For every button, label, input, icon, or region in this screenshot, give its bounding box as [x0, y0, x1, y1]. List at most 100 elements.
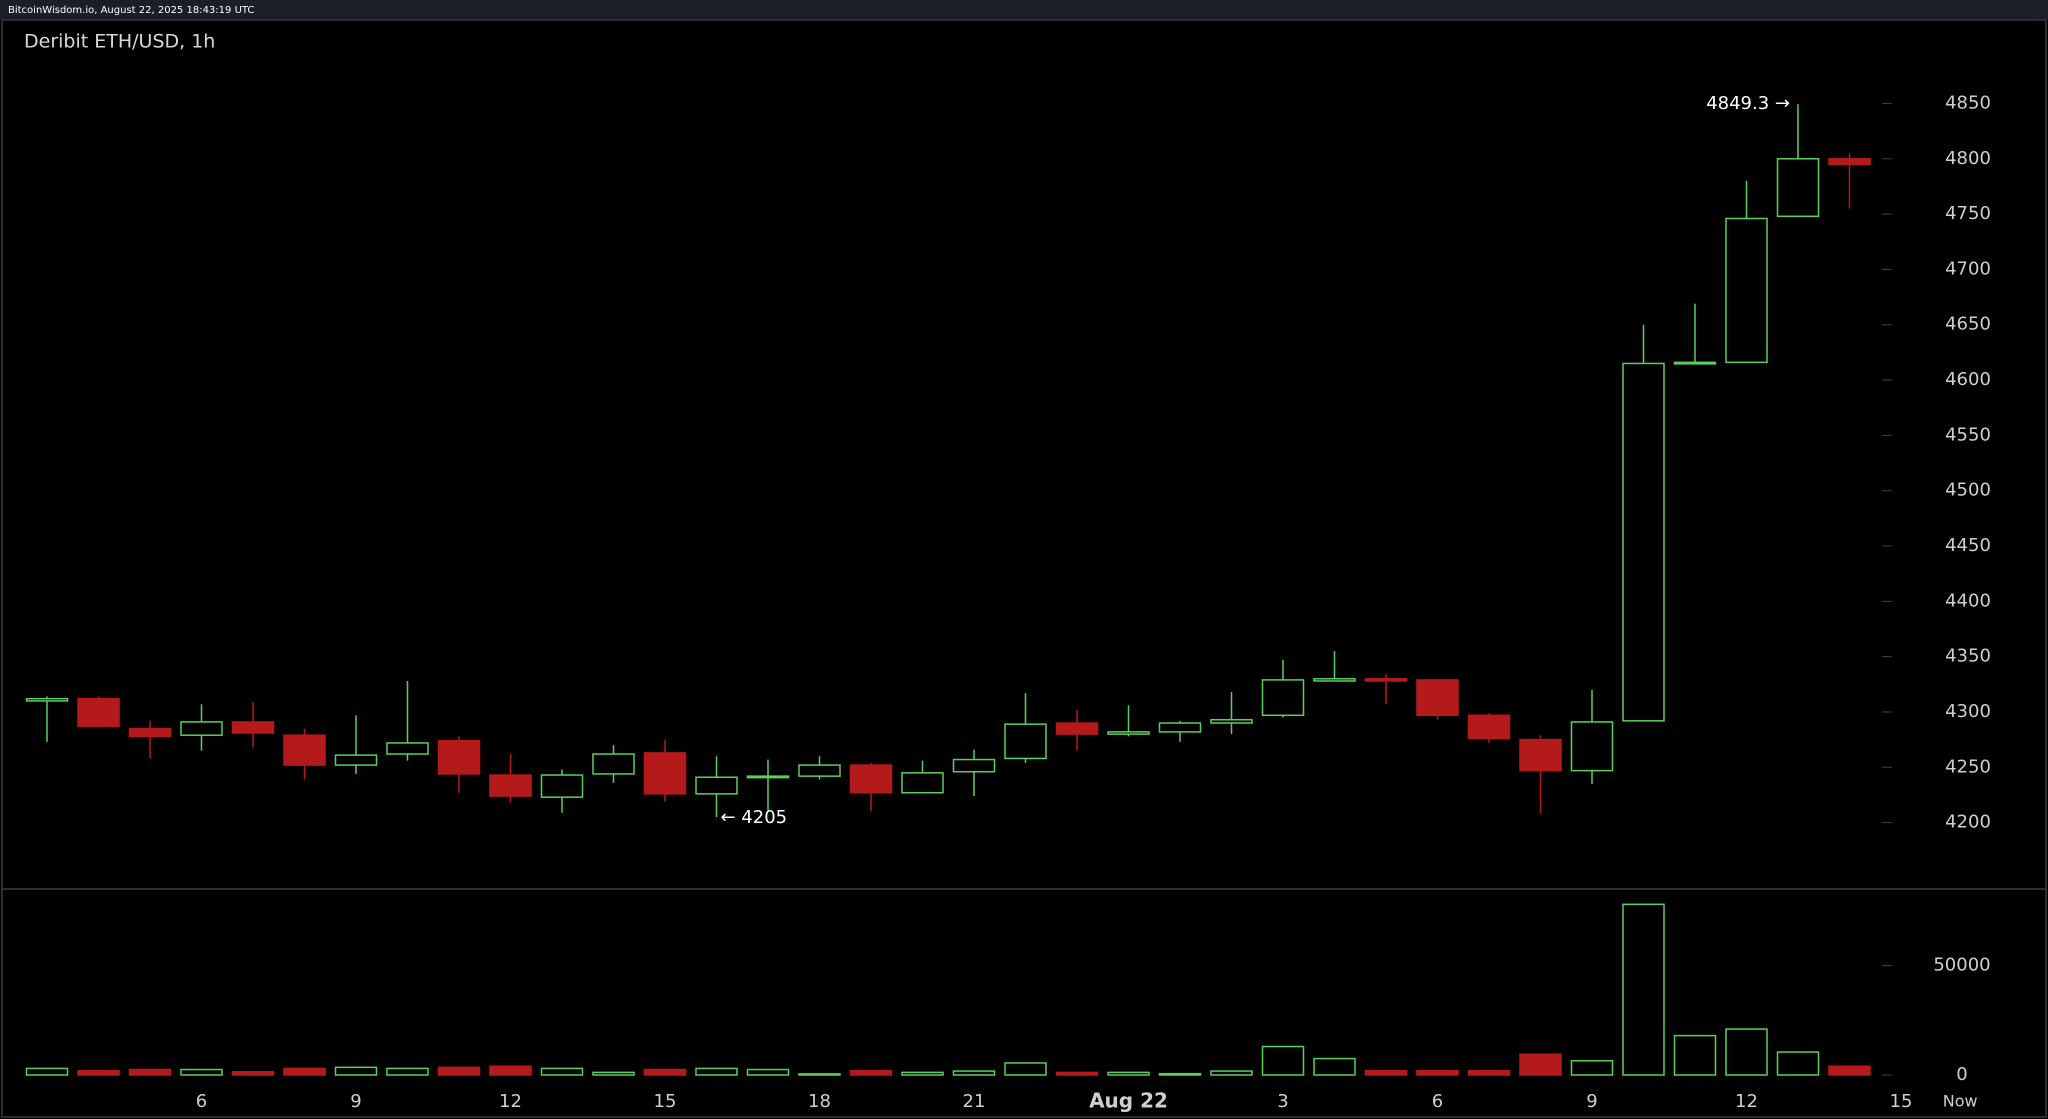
- y-tick-label: 4850: [1945, 92, 1991, 113]
- candle-body: [798, 764, 841, 777]
- y-tick-label: 4400: [1945, 590, 1991, 611]
- candle-body: [25, 697, 69, 702]
- extreme-annotation: 4849.3 →: [1706, 93, 1790, 114]
- candle-body: [1725, 217, 1768, 364]
- volume-tick-label: 0: [1956, 1064, 1967, 1085]
- volume-bar: [1416, 1069, 1459, 1076]
- volume-bar: [1828, 1065, 1871, 1076]
- candle-body: [1519, 738, 1562, 772]
- candle-body: [540, 774, 584, 798]
- y-tick-label: 4800: [1945, 148, 1991, 169]
- candle-body: [1828, 158, 1871, 166]
- x-tick-label: 15: [654, 1091, 677, 1112]
- volume-bar: [901, 1071, 944, 1076]
- volume-bar: [489, 1065, 532, 1076]
- volume-bar: [643, 1068, 687, 1076]
- candle-body: [1673, 361, 1717, 365]
- volume-bar: [437, 1066, 481, 1076]
- candle-body: [1776, 158, 1820, 218]
- volume-bar: [1107, 1071, 1150, 1076]
- x-tick-label: 12: [499, 1091, 522, 1112]
- volume-bar: [231, 1070, 275, 1076]
- candle-body: [1261, 679, 1305, 717]
- candle-body: [1416, 679, 1459, 717]
- candle-body: [695, 776, 738, 795]
- x-tick-label: 6: [1432, 1091, 1443, 1112]
- volume-bar: [283, 1067, 326, 1076]
- y-tick-label: 4600: [1945, 369, 1991, 390]
- volume-bar: [1004, 1062, 1047, 1076]
- candle-body: [1107, 731, 1150, 735]
- volume-bar: [334, 1066, 378, 1076]
- y-tick-label: 4500: [1945, 480, 1991, 501]
- volume-bar: [1519, 1053, 1562, 1076]
- candle-body: [901, 772, 944, 794]
- top-banner: [0, 0, 2048, 20]
- candle-body: [1004, 723, 1047, 760]
- volume-bar: [1210, 1070, 1253, 1076]
- volume-bar: [1364, 1069, 1408, 1076]
- volume-bar: [746, 1068, 790, 1076]
- volume-bar: [1673, 1034, 1717, 1076]
- x-tick-label: 9: [1586, 1091, 1597, 1112]
- volume-bar: [1725, 1028, 1768, 1076]
- volume-bar: [1055, 1071, 1099, 1076]
- candle-body: [1313, 678, 1356, 682]
- extreme-annotation: ← 4205: [721, 807, 788, 828]
- y-tick-label: 4750: [1945, 203, 1991, 224]
- volume-bar: [25, 1067, 69, 1076]
- candle-body: [180, 721, 223, 736]
- y-tick-label: 4350: [1945, 646, 1991, 667]
- y-tick-label: 4250: [1945, 756, 1991, 777]
- candle-body: [1467, 714, 1511, 740]
- y-tick-label: 4300: [1945, 701, 1991, 722]
- volume-bar: [1467, 1069, 1511, 1076]
- y-tick-label: 4450: [1945, 535, 1991, 556]
- y-tick-label: 4200: [1945, 812, 1991, 833]
- candle-body: [386, 742, 429, 755]
- volume-bar: [128, 1068, 172, 1076]
- candle-body: [231, 721, 275, 734]
- x-tick-label: 12: [1735, 1091, 1758, 1112]
- volume-bar: [1261, 1045, 1305, 1076]
- volume-bar: [1570, 1060, 1614, 1076]
- candle-body: [643, 752, 687, 795]
- candle-body: [1055, 722, 1099, 735]
- y-tick-label: 4700: [1945, 258, 1991, 279]
- chart-title: Deribit ETH/USD, 1h: [24, 31, 215, 53]
- x-tick-label: Aug 22: [1089, 1089, 1168, 1113]
- chart-frame: [1, 19, 2047, 1118]
- candle-body: [128, 727, 172, 738]
- candle-body: [746, 775, 790, 779]
- candle-body: [283, 734, 326, 766]
- volume-bar: [798, 1073, 841, 1076]
- volume-bar: [695, 1067, 738, 1076]
- x-tick-label: 9: [350, 1091, 361, 1112]
- volume-bar: [540, 1067, 584, 1076]
- volume-bar: [77, 1069, 120, 1076]
- candle-body: [1570, 721, 1614, 772]
- candle-body: [849, 764, 893, 794]
- x-tick-label: 15: [1890, 1091, 1913, 1112]
- volume-bar: [1776, 1051, 1820, 1076]
- x-tick-label: 21: [963, 1091, 986, 1112]
- volume-bar: [592, 1071, 635, 1076]
- banner-text: BitcoinWisdom.io, August 22, 2025 18:43:…: [8, 5, 254, 16]
- volume-bar: [1158, 1072, 1202, 1076]
- volume-bar: [180, 1068, 223, 1076]
- candle-body: [1210, 718, 1253, 724]
- volume-bar: [1313, 1057, 1356, 1076]
- candle-body: [77, 697, 120, 728]
- y-tick-label: 4650: [1945, 314, 1991, 335]
- x-tick-label: Now: [1943, 1092, 1978, 1111]
- x-tick-label: 3: [1277, 1091, 1288, 1112]
- volume-tick-label: 50000: [1933, 955, 1990, 976]
- candle-body: [334, 754, 378, 766]
- candle-body: [437, 739, 481, 775]
- volume-bar: [1622, 903, 1665, 1076]
- candle-body: [1364, 678, 1408, 682]
- candle-body: [489, 774, 532, 797]
- candle-body: [1158, 722, 1202, 733]
